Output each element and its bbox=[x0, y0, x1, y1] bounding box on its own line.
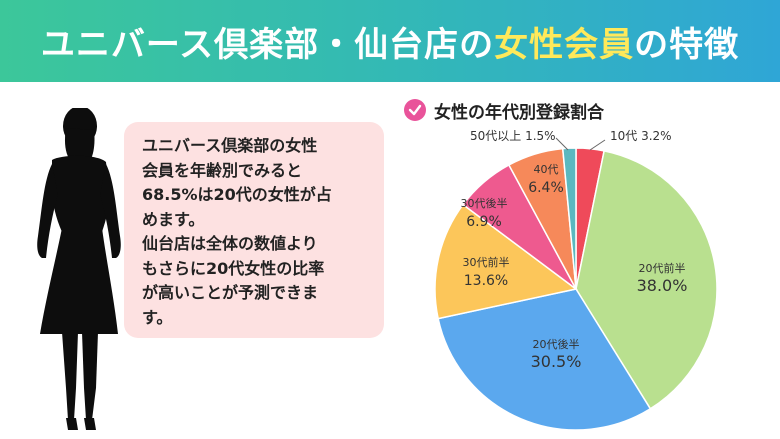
slice-value-5: 6.4% bbox=[528, 180, 564, 196]
leader-line-0 bbox=[589, 139, 606, 151]
slice-value-1: 38.0% bbox=[637, 276, 688, 295]
description-bubble: ユニバース倶楽部の女性 会員を年齢別でみると 68.5%は20代の女性が占 めま… bbox=[124, 122, 384, 338]
woman-silhouette bbox=[37, 108, 121, 430]
slice-value-3: 13.6% bbox=[464, 273, 508, 289]
slice-label-0: 10代 3.2% bbox=[610, 129, 672, 143]
slice-value-2: 30.5% bbox=[531, 352, 582, 371]
pie-slice-1 bbox=[575, 149, 718, 410]
slice-label-6: 50代以上 1.5% bbox=[470, 129, 556, 143]
chart-title-text: 女性の年代別登録割合 bbox=[434, 102, 604, 123]
pie-slice-2 bbox=[437, 288, 652, 431]
slice-category-4: 30代後半 bbox=[461, 196, 508, 210]
title-highlight: 女性会員 bbox=[494, 24, 635, 65]
leader-line-6 bbox=[555, 137, 569, 151]
check-circle-icon bbox=[404, 99, 426, 121]
pie-slice-3 bbox=[434, 203, 578, 320]
page-title: ユニバース倶楽部・仙台店の女性会員の特徴 bbox=[41, 17, 739, 66]
chart-title: 女性の年代別登録割合 bbox=[404, 96, 604, 124]
header-banner: ユニバース倶楽部・仙台店の女性会員の特徴 bbox=[0, 0, 780, 82]
slice-category-2: 20代後半 bbox=[533, 337, 580, 351]
slice-value-4: 6.9% bbox=[466, 214, 502, 230]
title-suffix: の特徴 bbox=[634, 24, 740, 65]
slice-category-3: 30代前半 bbox=[463, 255, 510, 269]
description-text: ユニバース倶楽部の女性 会員を年齢別でみると 68.5%は20代の女性が占 めま… bbox=[142, 136, 332, 327]
pie-slice-6 bbox=[561, 147, 577, 290]
slice-category-5: 40代 bbox=[534, 163, 559, 176]
slice-category-1: 20代前半 bbox=[639, 261, 686, 275]
title-text: ユニバース倶楽部・仙台店の bbox=[40, 24, 495, 65]
